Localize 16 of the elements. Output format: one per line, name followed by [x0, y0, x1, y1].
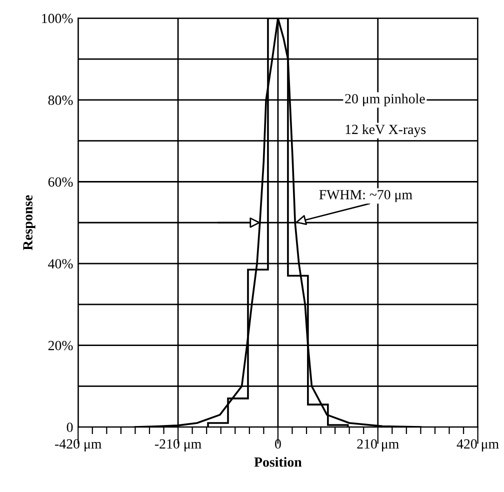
x-tick-label: -420 μm [55, 439, 102, 452]
annotation: 20 μm pinhole [345, 94, 425, 106]
y-tick-label: 60% [48, 177, 73, 187]
y-tick-label: 0 [66, 422, 73, 432]
y-axis-title: Response [23, 195, 36, 250]
y-tick-label: 100% [42, 14, 73, 24]
x-tick-label: 0 [275, 439, 281, 449]
x-axis-title: Position [254, 457, 302, 467]
x-tick-label: 420 μm [456, 439, 499, 452]
y-tick-label: 40% [48, 259, 73, 269]
x-tick-label: 210 μm [357, 439, 399, 452]
y-tick-label: 20% [48, 340, 73, 350]
y-tick-label: 80% [48, 96, 73, 105]
annotation: 12 keV X-rays [346, 124, 426, 137]
annotation: FWHM: ~70 μm [319, 190, 412, 202]
x-tick-label: -210 μm [154, 439, 202, 452]
